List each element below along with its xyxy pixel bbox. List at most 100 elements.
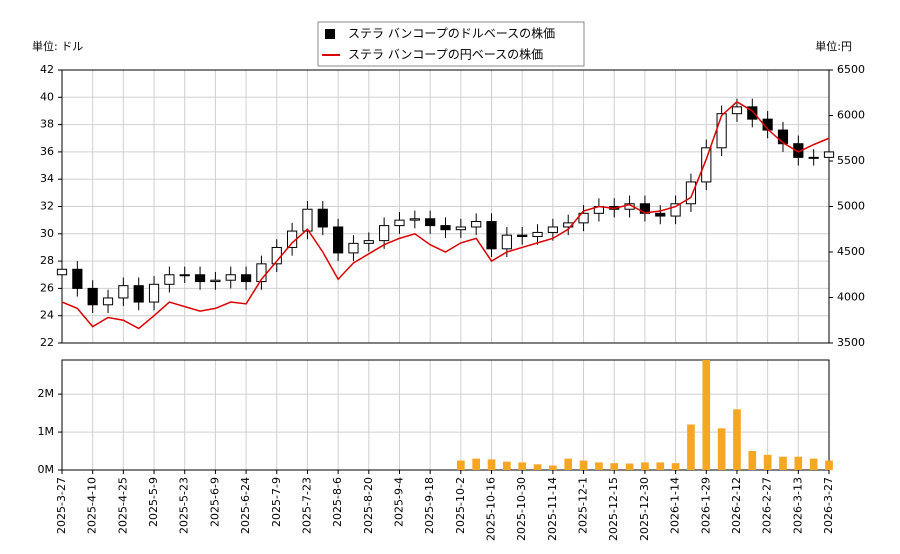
y-tick-label: 42	[40, 63, 54, 76]
y-tick-label: 28	[40, 254, 54, 267]
volume-bar	[595, 462, 603, 470]
volume-bar	[702, 360, 711, 470]
x-tick-label: 2025-10-30	[515, 477, 528, 541]
candle-body	[701, 147, 712, 183]
candle-body	[102, 297, 114, 306]
y-tick-label: 36	[40, 145, 54, 158]
candle-body	[179, 274, 190, 277]
candle-body	[409, 218, 420, 221]
volume-bar	[717, 428, 726, 470]
candle-body	[731, 106, 743, 115]
y-tick-label: 22	[40, 336, 54, 349]
volume-bar	[641, 462, 649, 470]
candle-body	[72, 268, 83, 289]
x-tick-label: 2026-1-29	[699, 477, 712, 534]
candle-body	[164, 274, 175, 285]
candle-body	[655, 212, 666, 217]
y-tick-label: 1M	[38, 425, 55, 438]
x-tick-label: 2026-1-14	[669, 477, 682, 534]
x-tick-label: 2025-6-9	[208, 477, 221, 527]
candle-body	[808, 156, 819, 159]
legend-box	[317, 21, 585, 67]
x-tick-label: 2026-3-27	[822, 477, 835, 534]
x-tick-label: 2025-11-14	[546, 477, 559, 541]
volume-bar	[487, 459, 496, 470]
candle-body	[302, 208, 313, 232]
volume-bar	[779, 456, 787, 470]
x-tick-label: 2025-8-6	[331, 477, 344, 527]
candle-body	[547, 226, 558, 233]
y2-tick-label: 3500	[837, 336, 865, 349]
y-tick-label: 24	[40, 309, 54, 322]
y-tick-label: 40	[40, 90, 54, 103]
candle-body	[425, 218, 436, 227]
candle-body	[87, 287, 98, 306]
candle-body	[685, 181, 697, 205]
volume-bar	[625, 463, 634, 470]
candle-body	[747, 106, 758, 120]
candle-body	[777, 129, 789, 145]
x-tick-label: 2025-5-23	[178, 477, 191, 534]
volume-bar	[809, 458, 818, 470]
candle-body	[348, 242, 359, 254]
volume-bar	[733, 409, 741, 470]
candle-body	[118, 285, 129, 299]
x-tick-label: 2025-8-20	[362, 477, 375, 534]
volume-bar	[518, 462, 527, 470]
candle-body	[148, 283, 160, 303]
volume-bar	[457, 460, 465, 470]
price-line	[61, 100, 830, 330]
candle-body	[210, 279, 221, 283]
candle-body	[194, 274, 206, 283]
candle-body	[240, 274, 252, 283]
y2-tick-label: 6000	[837, 109, 865, 122]
candle-body	[394, 219, 405, 227]
volume-frame	[61, 359, 830, 471]
volume-bar	[656, 462, 665, 470]
x-tick-label: 2025-7-23	[300, 477, 313, 534]
x-tick-label: 2025-10-16	[485, 477, 498, 541]
x-tick-label: 2025-12-1	[577, 477, 590, 534]
candle-body	[333, 226, 344, 254]
x-tick-label: 2025-6-24	[239, 477, 252, 534]
y-tick-label: 0M	[38, 463, 55, 476]
candle-body	[486, 221, 497, 250]
candle-body	[317, 208, 328, 228]
x-tick-label: 2025-12-15	[607, 477, 620, 541]
candle-body	[823, 151, 835, 158]
x-tick-label: 2026-2-27	[761, 477, 774, 534]
x-tick-label: 2025-5-9	[147, 477, 160, 527]
candle-body	[532, 231, 543, 238]
legend-swatch	[325, 29, 335, 39]
y-tick-label: 32	[40, 200, 54, 213]
x-tick-label: 2026-2-12	[730, 477, 743, 534]
volume-bar	[748, 451, 757, 470]
y2-tick-label: 6500	[837, 63, 865, 76]
volume-bar	[610, 463, 619, 470]
volume-bar	[763, 454, 772, 470]
volume-bar	[533, 464, 542, 470]
volume-bar	[687, 424, 695, 470]
y2-unit-label: 単位:円	[815, 39, 852, 53]
volume-bar	[825, 460, 833, 470]
x-tick-label: 2025-10-2	[454, 477, 467, 534]
x-tick-label: 2025-9-4	[392, 477, 405, 527]
y-tick-label: 34	[40, 172, 54, 185]
candle-body	[133, 285, 144, 303]
x-tick-label: 2025-12-30	[638, 477, 651, 541]
x-tick-label: 2025-4-25	[116, 477, 129, 534]
x-tick-label: 2025-3-27	[55, 477, 68, 534]
y2-tick-label: 5500	[837, 154, 865, 167]
volume-bar	[472, 458, 481, 470]
y-tick-label: 38	[40, 118, 54, 131]
legend-entry: ステラ バンコープのドルベースの株価	[348, 26, 555, 41]
y-tick-label: 2M	[38, 387, 55, 400]
x-tick-label: 2025-9-18	[423, 477, 436, 534]
volume-bar	[503, 461, 511, 470]
x-tick-label: 2025-4-10	[86, 477, 99, 534]
y-tick-label: 26	[40, 281, 54, 294]
candle-body	[379, 225, 390, 242]
y2-tick-label: 4500	[837, 245, 865, 258]
candle-body	[517, 234, 528, 238]
